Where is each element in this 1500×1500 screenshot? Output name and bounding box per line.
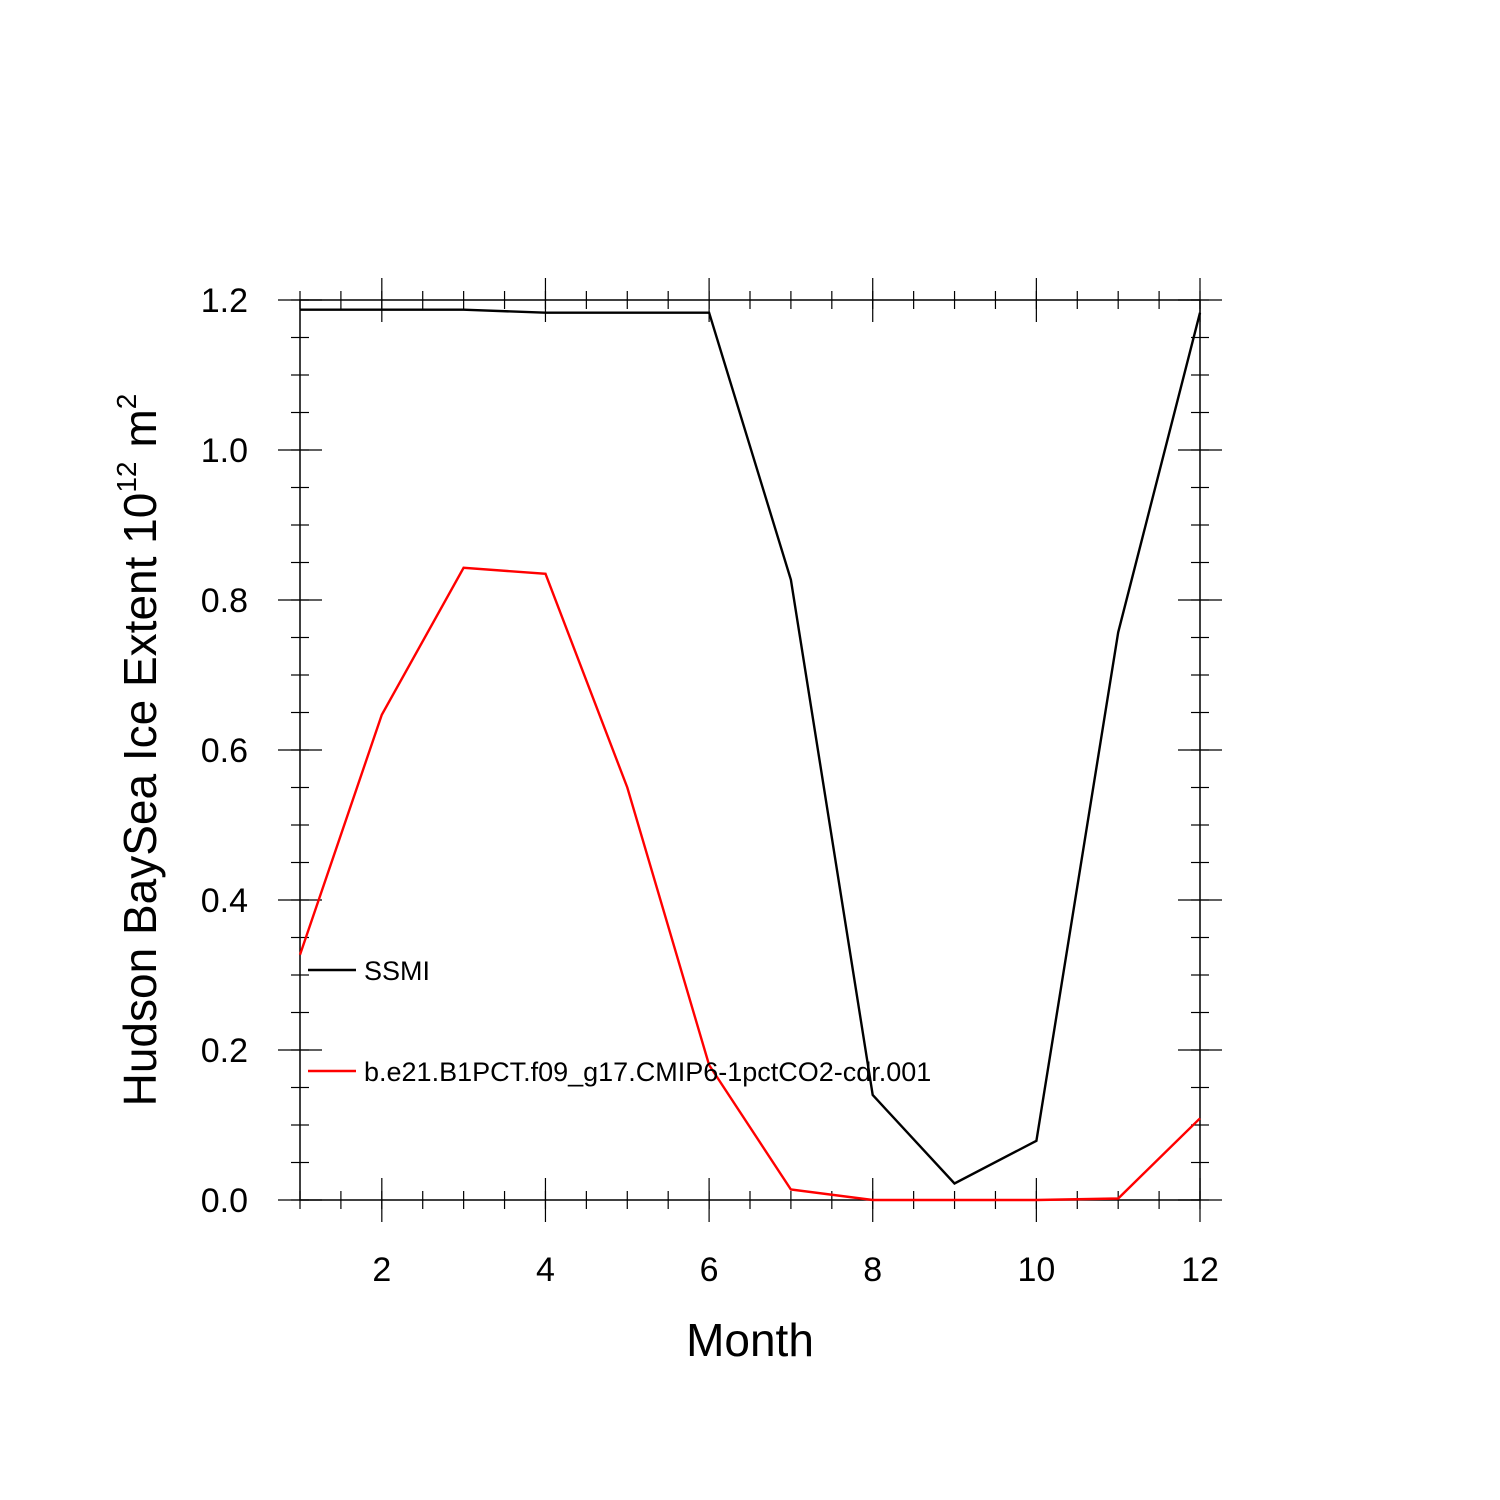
x-tick-label: 12: [1181, 1251, 1219, 1289]
x-tick-label: 8: [863, 1251, 882, 1289]
series-line-1: [298, 566, 1201, 1202]
legend: SSMI b.e21.B1PCT.f09_g17.CMIP6-1pctCO2-cd…: [308, 956, 931, 1087]
axis-tick-labels: 2 4 6 8 10 12 0.0 0.2 0.4 0.6 0.8 1.0 1.2: [201, 282, 1219, 1289]
y-tick-label: 0.6: [201, 732, 248, 770]
y-tick-label: 0.8: [201, 582, 248, 620]
x-tick-label: 6: [700, 1251, 719, 1289]
y-axis-title: Hudson BaySea Ice Extent 1012 m2: [111, 394, 166, 1107]
series-lines: [298, 308, 1202, 1202]
legend-label-0: SSMI: [364, 956, 430, 986]
y-tick-label: 1.2: [201, 282, 248, 320]
y-axis-title-exponent: 12: [111, 462, 142, 493]
legend-label-1: b.e21.B1PCT.f09_g17.CMIP6-1pctCO2-cdr.00…: [364, 1057, 931, 1087]
series-line-0: [300, 308, 1202, 1185]
y-axis-title-main: Hudson BaySea Ice Extent 10: [114, 493, 166, 1107]
axis-ticks: [278, 278, 1222, 1222]
y-axis-title-unit: m: [114, 409, 166, 447]
y-tick-label: 0.2: [201, 1032, 248, 1070]
x-tick-label: 2: [372, 1251, 391, 1289]
y-tick-label: 0.0: [201, 1182, 248, 1220]
y-axis-title-unit-exponent: 2: [111, 394, 142, 410]
x-tick-label: 4: [536, 1251, 555, 1289]
x-axis-title: Month: [686, 1314, 814, 1366]
y-tick-label: 0.4: [201, 882, 248, 920]
x-tick-label: 10: [1017, 1251, 1055, 1289]
y-tick-label: 1.0: [201, 432, 248, 470]
